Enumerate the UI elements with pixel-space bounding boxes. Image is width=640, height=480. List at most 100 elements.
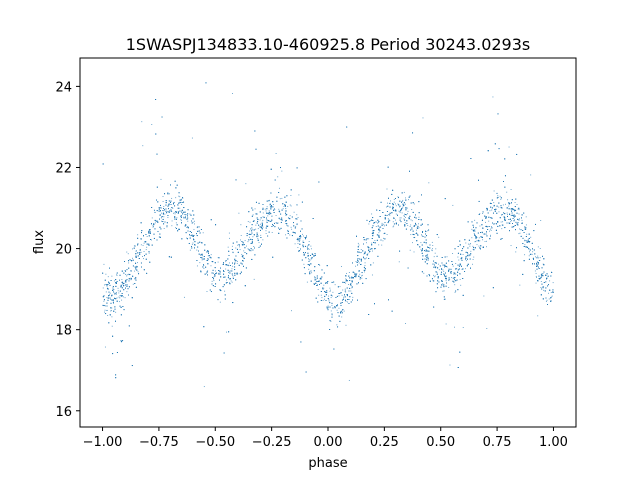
data-point	[426, 255, 428, 257]
data-point	[232, 265, 234, 267]
data-point	[117, 290, 119, 292]
data-point	[411, 220, 413, 222]
data-point	[267, 215, 269, 217]
data-point	[175, 197, 177, 199]
data-point	[141, 121, 143, 123]
data-point	[475, 237, 476, 239]
data-point	[278, 208, 280, 210]
data-point	[213, 280, 215, 282]
data-point	[433, 266, 435, 268]
data-point	[336, 309, 338, 311]
data-point	[506, 214, 508, 216]
data-point	[207, 270, 209, 272]
data-point	[194, 223, 195, 225]
data-point	[348, 379, 350, 381]
data-point	[308, 241, 310, 242]
data-point	[140, 244, 142, 246]
data-point	[200, 253, 202, 255]
data-point	[510, 189, 512, 190]
data-point	[185, 215, 187, 217]
data-point	[436, 255, 438, 257]
data-point	[415, 217, 417, 219]
data-point	[392, 226, 394, 228]
data-point	[530, 236, 532, 238]
data-point	[398, 210, 400, 212]
data-point	[352, 296, 354, 298]
data-point	[272, 204, 274, 205]
data-point	[217, 257, 219, 259]
data-point	[260, 234, 262, 236]
data-point	[407, 210, 409, 212]
data-point	[449, 278, 451, 280]
data-point	[140, 238, 142, 239]
data-point	[196, 265, 198, 267]
data-point	[121, 299, 123, 301]
data-point	[358, 262, 360, 264]
data-point	[318, 294, 320, 296]
data-point	[262, 226, 264, 228]
data-point	[540, 287, 542, 288]
data-point	[445, 280, 447, 282]
data-point	[472, 248, 474, 250]
data-point	[524, 254, 526, 256]
data-point	[124, 270, 126, 271]
data-point	[473, 256, 475, 258]
data-point	[162, 210, 164, 212]
data-point	[410, 234, 412, 236]
data-point	[490, 229, 492, 231]
data-point	[279, 218, 281, 220]
data-point	[152, 225, 154, 227]
data-point	[206, 291, 208, 293]
data-point	[472, 245, 474, 247]
data-point	[162, 210, 163, 211]
data-point	[432, 245, 434, 246]
data-point	[371, 250, 373, 252]
data-point	[442, 269, 444, 271]
data-point	[453, 273, 455, 275]
data-point	[407, 225, 409, 226]
data-point	[174, 201, 175, 203]
data-point	[156, 220, 158, 222]
data-point	[283, 206, 285, 207]
data-point	[489, 210, 491, 212]
data-point	[297, 217, 299, 218]
data-point	[345, 291, 347, 293]
data-point	[164, 213, 166, 215]
data-point	[247, 221, 249, 223]
data-point	[386, 206, 387, 208]
data-point	[493, 202, 495, 204]
data-point	[462, 327, 464, 328]
data-point	[172, 207, 174, 209]
data-point	[518, 218, 520, 220]
data-point	[405, 214, 407, 216]
data-point	[393, 198, 395, 200]
data-point	[545, 274, 547, 276]
data-point	[341, 310, 343, 312]
data-point	[109, 292, 111, 294]
data-point	[257, 228, 259, 230]
data-point	[108, 282, 110, 284]
data-point	[308, 259, 310, 261]
data-point	[336, 324, 338, 326]
data-point	[331, 295, 333, 297]
data-point	[162, 200, 164, 202]
data-point	[238, 212, 240, 214]
data-point	[511, 220, 513, 221]
data-point	[521, 223, 523, 224]
data-point	[536, 276, 537, 278]
data-point	[382, 224, 384, 226]
data-point	[543, 289, 545, 291]
data-point	[542, 287, 544, 289]
data-point	[351, 287, 353, 289]
data-point	[120, 285, 122, 287]
data-point	[501, 224, 503, 226]
data-point	[267, 213, 269, 214]
data-point	[383, 223, 385, 225]
data-point	[443, 270, 445, 272]
data-point	[296, 214, 298, 216]
data-point	[322, 299, 324, 301]
data-point	[130, 270, 132, 272]
data-point	[231, 281, 233, 283]
data-point	[358, 244, 360, 246]
data-point	[196, 227, 198, 229]
